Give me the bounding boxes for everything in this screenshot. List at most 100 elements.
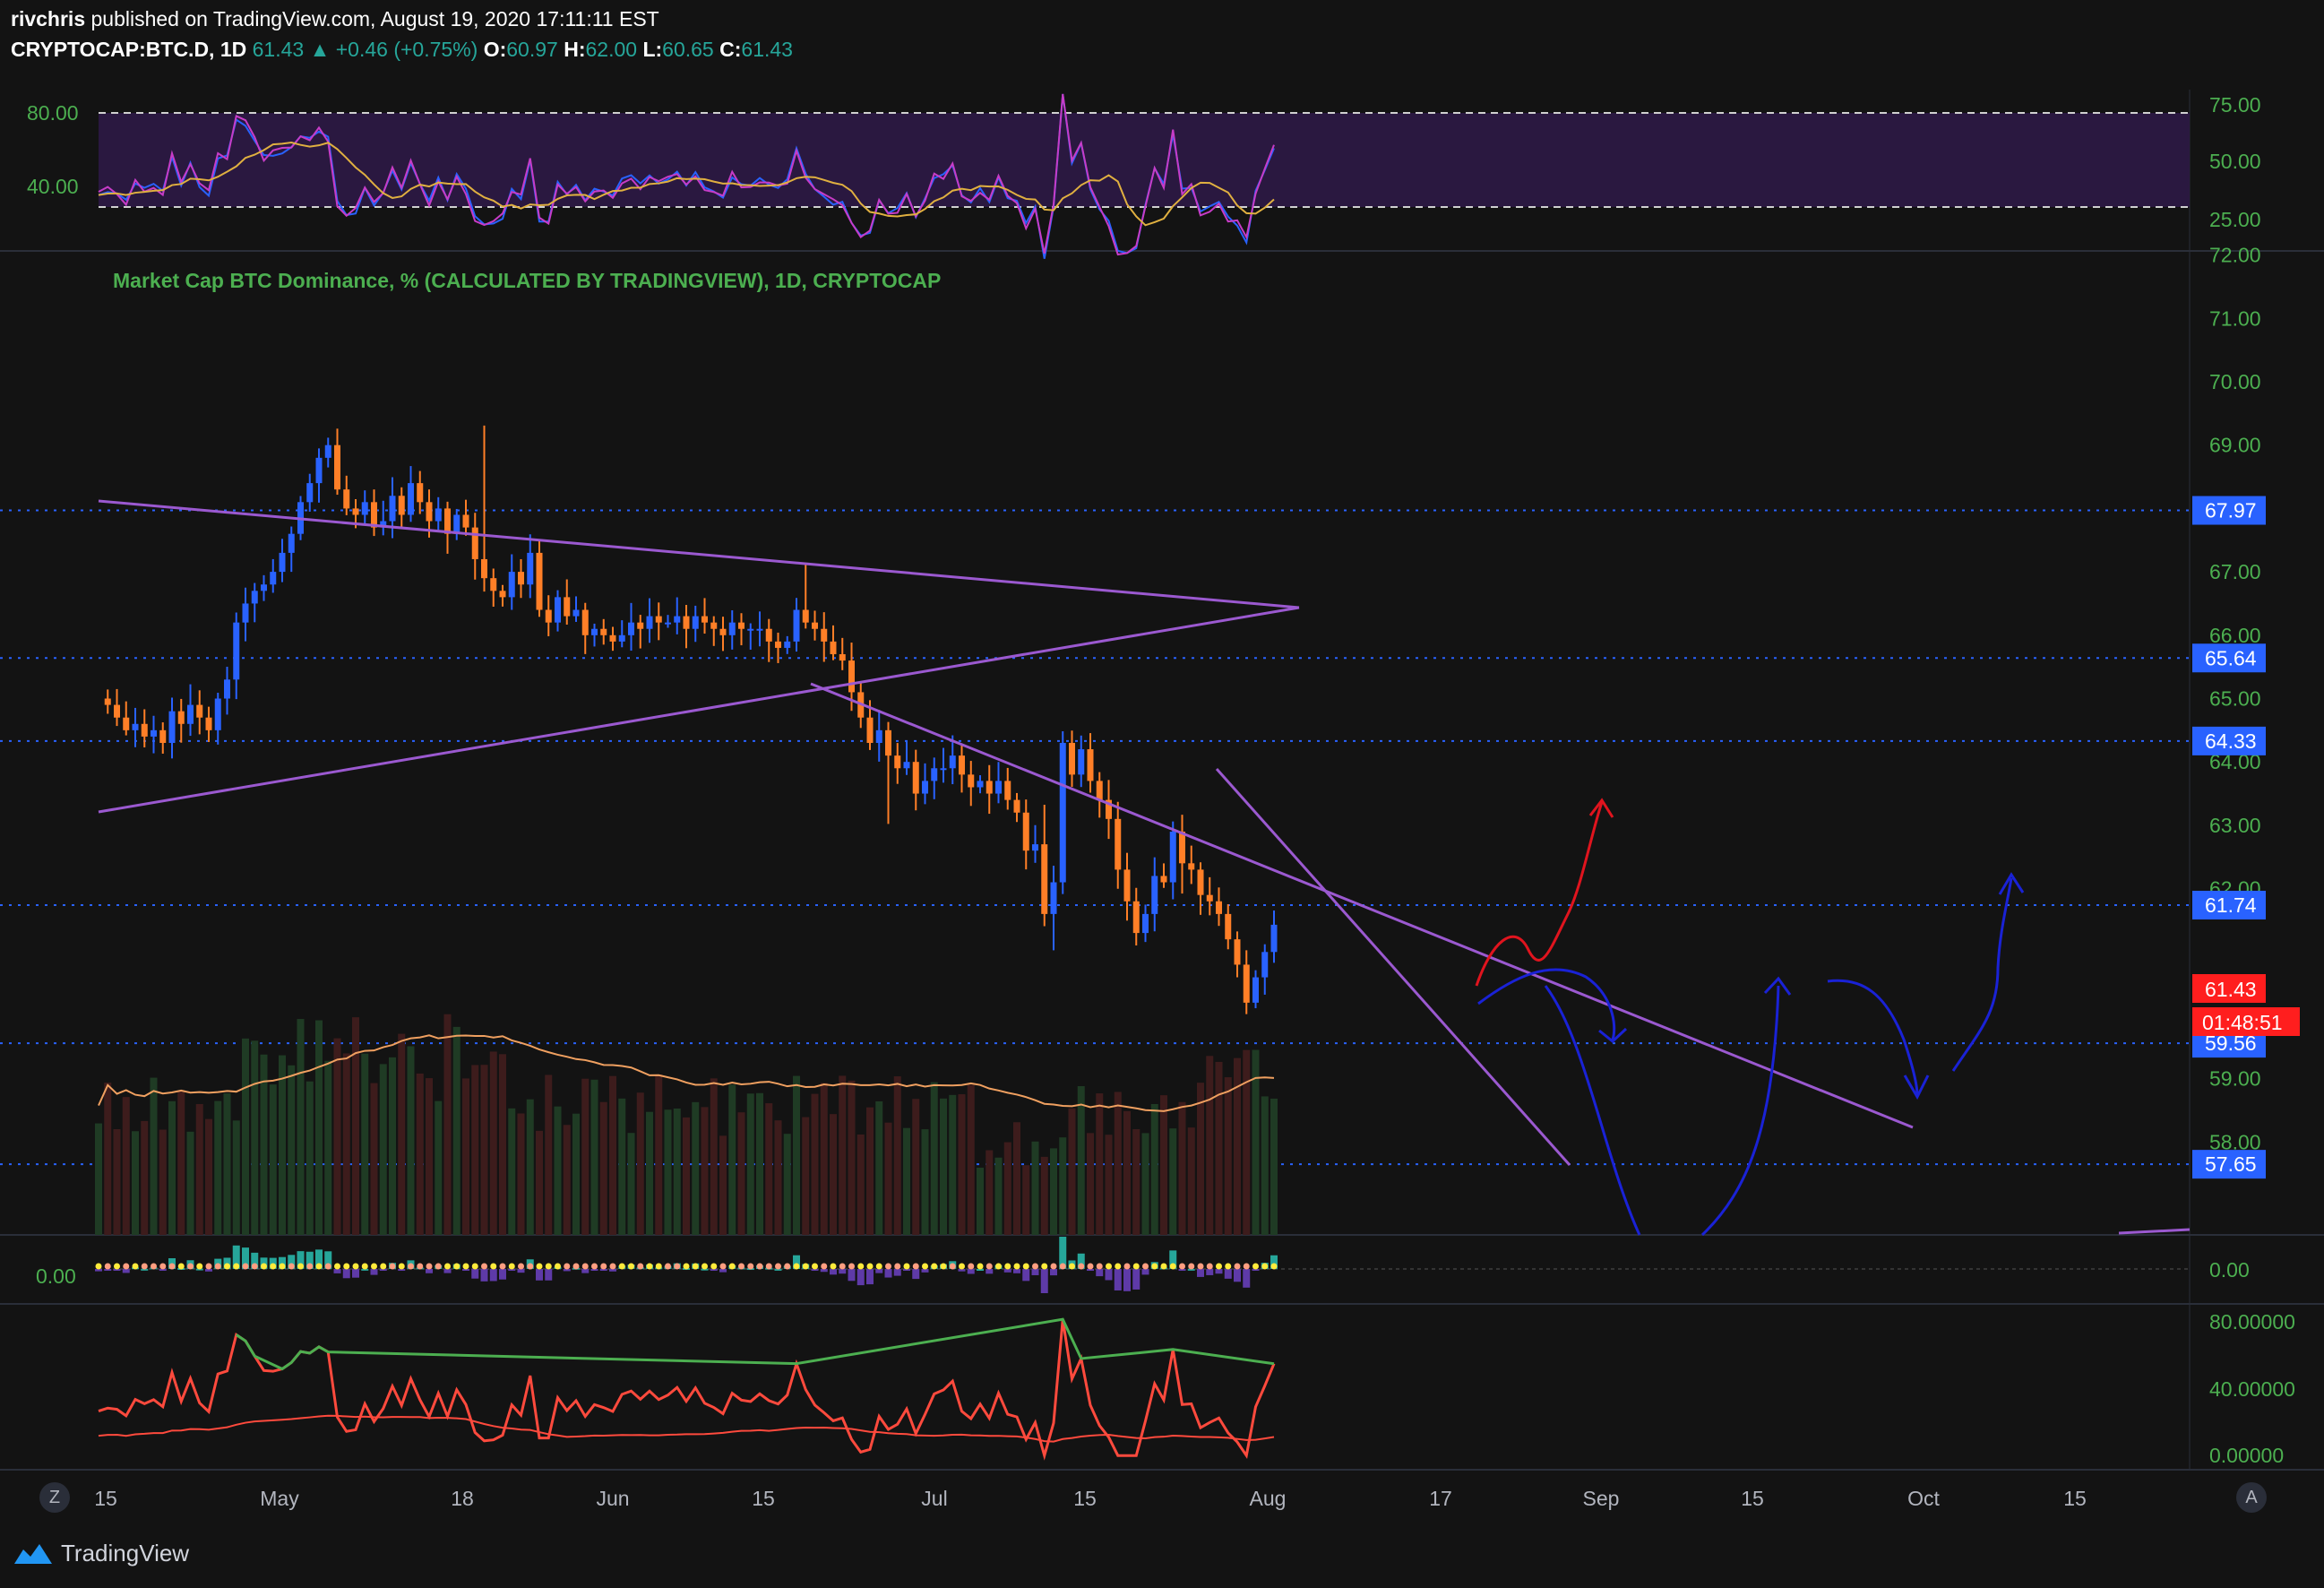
candle-body <box>609 634 616 642</box>
candle-body <box>702 616 708 623</box>
price-tick: 66.00 <box>2209 624 2261 647</box>
macd-dot <box>940 1263 947 1270</box>
candle-body <box>306 483 314 503</box>
macd-dot <box>1270 1263 1278 1270</box>
blue-projection-path[interactable] <box>1951 877 2013 1072</box>
volume-bar <box>1252 1049 1260 1235</box>
macd-dot <box>123 1263 130 1270</box>
volume-bar <box>452 1026 460 1235</box>
candle-body <box>205 717 212 730</box>
macd-dot <box>1115 1263 1122 1270</box>
triangle-upper-trendline[interactable] <box>98 499 1300 609</box>
up-triangle-icon: ▲ <box>309 38 331 61</box>
volume-bar <box>811 1093 819 1235</box>
candle-body <box>1179 831 1185 864</box>
brand[interactable]: TradingView <box>13 1540 189 1567</box>
volume-bar <box>279 1055 286 1235</box>
volume-bar <box>168 1100 176 1235</box>
volume-bar <box>104 1083 112 1235</box>
macd-bar <box>875 1269 883 1273</box>
time-tick: May <box>260 1487 299 1510</box>
macd-dot <box>361 1263 368 1270</box>
volume-bar <box>572 1113 580 1235</box>
macd-bar <box>1187 1268 1195 1271</box>
candle-body <box>1022 812 1029 851</box>
macd-bar <box>1224 1269 1232 1279</box>
macd-bar <box>884 1269 892 1278</box>
candle-body <box>710 622 718 629</box>
macd-dot <box>885 1263 891 1270</box>
macd-dot <box>986 1263 993 1270</box>
macd-dot <box>903 1263 910 1270</box>
macd-dot <box>1261 1263 1269 1270</box>
blue-arrow-icon[interactable] <box>1598 1027 1628 1043</box>
symbol-name[interactable]: CRYPTOCAP:BTC.D, 1D <box>11 38 247 61</box>
macd-dot <box>1252 1263 1259 1270</box>
blue-projection-path[interactable] <box>1477 968 1616 1040</box>
steep-trendline[interactable] <box>1215 768 1571 1166</box>
candle-body <box>683 616 690 629</box>
volume-bar <box>1114 1092 1122 1235</box>
macd-bar <box>508 1269 516 1271</box>
macd-dot <box>857 1263 865 1270</box>
blue-arrow-icon[interactable] <box>1998 872 2025 895</box>
candle-body <box>903 762 910 769</box>
candle-body <box>417 483 424 503</box>
macd-bar <box>122 1269 130 1273</box>
macd-bar <box>774 1268 782 1271</box>
support-trendline[interactable] <box>2118 1228 2191 1235</box>
volume-bar <box>802 1117 810 1235</box>
macd-dot <box>95 1263 102 1270</box>
macd-dot <box>132 1263 139 1270</box>
volume-bar <box>95 1123 102 1235</box>
macd-dot <box>306 1263 314 1270</box>
blue-projection-path[interactable] <box>1827 979 1919 1096</box>
macd-dot <box>875 1263 882 1270</box>
candle-body <box>490 578 497 591</box>
macd-dot <box>728 1263 736 1270</box>
macd-dot <box>233 1263 240 1270</box>
candle-body <box>1270 924 1278 953</box>
rsi-right-tick: 50.00 <box>2209 150 2261 173</box>
macd-dot <box>297 1263 304 1270</box>
symbol-line: CRYPTOCAP:BTC.D, 1D 61.43 ▲ +0.46 (+0.75… <box>11 38 793 62</box>
macd-bar <box>1096 1269 1104 1277</box>
triangle-lower-trendline[interactable] <box>98 606 1300 814</box>
macd-bar <box>462 1269 469 1271</box>
volume-bar <box>940 1098 947 1235</box>
blue-arrow-icon[interactable] <box>1763 976 1792 996</box>
blue-projection-path[interactable] <box>1544 985 1641 1236</box>
volume-bar <box>315 1020 323 1235</box>
descending-trendline[interactable] <box>810 682 1914 1129</box>
candle-body <box>343 489 350 509</box>
macd-dot <box>719 1263 727 1270</box>
macd-bar <box>1040 1269 1048 1293</box>
macd-bar <box>866 1269 874 1285</box>
candle-body <box>114 704 120 718</box>
volume-bar <box>269 1084 277 1235</box>
auto-scale-button[interactable]: A <box>2236 1482 2267 1513</box>
macd-bar <box>141 1268 149 1271</box>
candle-body <box>968 774 975 788</box>
macd-bar <box>893 1269 901 1276</box>
macd-bar <box>820 1269 828 1273</box>
candle-body <box>931 768 938 781</box>
bullish-projection-path[interactable] <box>1475 801 1604 987</box>
macd-bar <box>1013 1269 1020 1273</box>
zoom-toggle-button[interactable]: Z <box>39 1482 70 1513</box>
publisher-name[interactable]: rivchris <box>11 7 86 30</box>
macd-dot <box>1243 1263 1250 1270</box>
macd-dot <box>1096 1263 1103 1270</box>
candle-body <box>600 628 607 635</box>
price-axis: 72.0071.0070.0069.0067.0066.0065.0064.00… <box>2209 244 2261 1154</box>
macd-bar <box>517 1269 525 1273</box>
volume-bar <box>746 1093 754 1235</box>
macd-dot <box>1142 1263 1149 1270</box>
blue-arrow-icon[interactable] <box>1903 1074 1930 1100</box>
red-arrow-icon[interactable] <box>1588 798 1614 818</box>
macd-bar <box>426 1269 433 1273</box>
volume-bar <box>398 1033 406 1235</box>
blue-projection-path[interactable] <box>1700 985 1780 1237</box>
volume-bar <box>1261 1096 1269 1235</box>
